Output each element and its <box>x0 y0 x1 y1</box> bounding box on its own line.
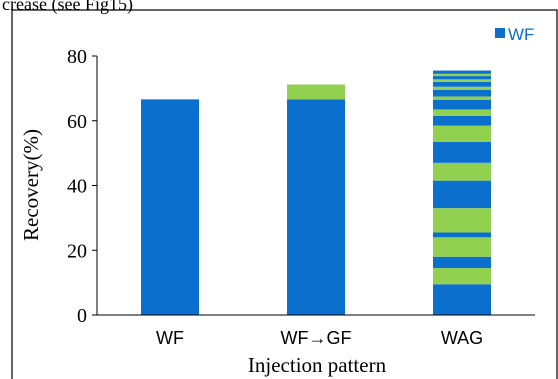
x-tick-label: WF→GF <box>281 328 352 348</box>
bar-segment-gf <box>433 79 491 82</box>
y-tick-label: 0 <box>77 305 87 327</box>
legend-label-wf: WF <box>508 25 534 44</box>
legend: WF <box>495 25 534 44</box>
x-tick-label: WAG <box>441 328 483 348</box>
bar-segment-gf <box>433 73 491 77</box>
y-tick-label: 80 <box>67 46 87 68</box>
plot-area: 0 20 40 60 80 WF WF→GF WAG <box>67 46 535 348</box>
bar-segment-wf <box>433 180 491 209</box>
bar-segment-gf <box>433 208 491 233</box>
x-tick-label: WF <box>156 328 184 348</box>
x-axis-label: Injection pattern <box>248 353 387 377</box>
bar-segment-wf <box>433 76 491 80</box>
x-axis-tick-labels: WF WF→GF WAG <box>156 328 483 348</box>
bar-1 <box>141 99 199 315</box>
bar-2 <box>287 84 345 315</box>
chart-border <box>11 9 558 379</box>
y-axis-label: Recovery(%) <box>19 129 43 241</box>
bar-segment-gf <box>433 86 491 90</box>
bar-segment-gf <box>433 268 491 285</box>
y-axis-ticks: 0 20 40 60 80 <box>67 46 97 327</box>
y-tick-label: 40 <box>67 176 87 198</box>
bar-segment-wf <box>433 256 491 269</box>
bars <box>141 70 491 315</box>
page-caption-fragment: crease (see Fig15) <box>2 0 133 15</box>
bar-segment-gf <box>433 125 491 142</box>
bar-segment-wf <box>433 141 491 163</box>
bar-segment-wf <box>433 115 491 126</box>
bar-segment-gf <box>433 96 491 100</box>
bar-segment-wf <box>433 284 491 315</box>
bar-segment-wf <box>433 70 491 74</box>
bar-segment-wf <box>433 232 491 238</box>
bar-segment-gf <box>433 162 491 181</box>
bar-segment-wf <box>287 99 345 315</box>
bar-segment-wf <box>433 89 491 97</box>
bar-segment-gf <box>287 84 345 100</box>
legend-swatch-wf <box>495 28 505 38</box>
bar-3 <box>433 70 491 315</box>
y-tick-label: 20 <box>67 240 87 262</box>
y-tick-label: 60 <box>67 111 87 133</box>
bar-segment-wf <box>433 99 491 110</box>
bar-segment-wf <box>433 81 491 87</box>
bar-segment-gf <box>433 109 491 116</box>
bar-segment-wf <box>141 99 199 315</box>
bar-segment-gf <box>433 237 491 257</box>
